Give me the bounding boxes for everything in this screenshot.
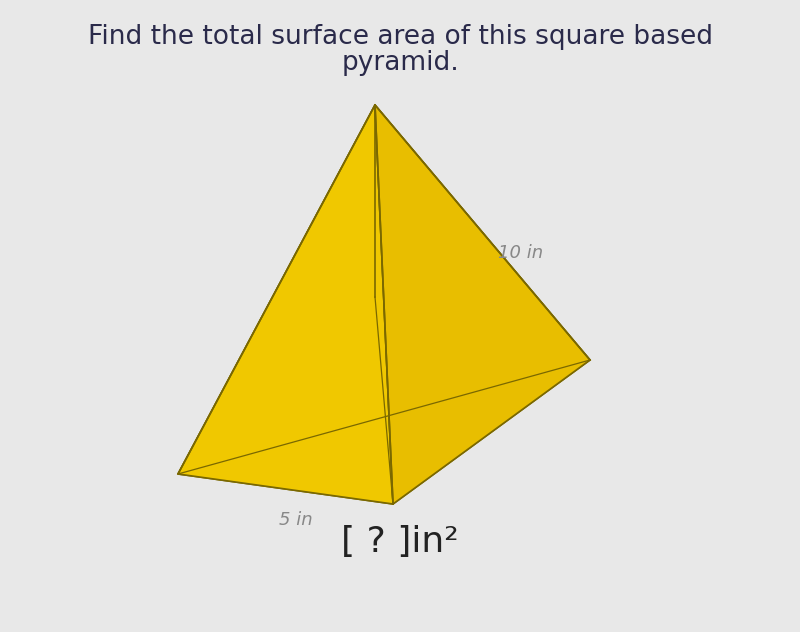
Polygon shape xyxy=(178,105,375,474)
Polygon shape xyxy=(375,105,590,360)
Text: 10 in: 10 in xyxy=(498,243,542,262)
Text: pyramid.: pyramid. xyxy=(341,50,459,76)
Polygon shape xyxy=(178,105,393,504)
Text: [ ? ]in²: [ ? ]in² xyxy=(341,525,459,559)
Polygon shape xyxy=(178,297,590,504)
Polygon shape xyxy=(375,105,590,504)
Text: Find the total surface area of this square based: Find the total surface area of this squa… xyxy=(87,24,713,50)
Text: 5 in: 5 in xyxy=(278,511,312,529)
